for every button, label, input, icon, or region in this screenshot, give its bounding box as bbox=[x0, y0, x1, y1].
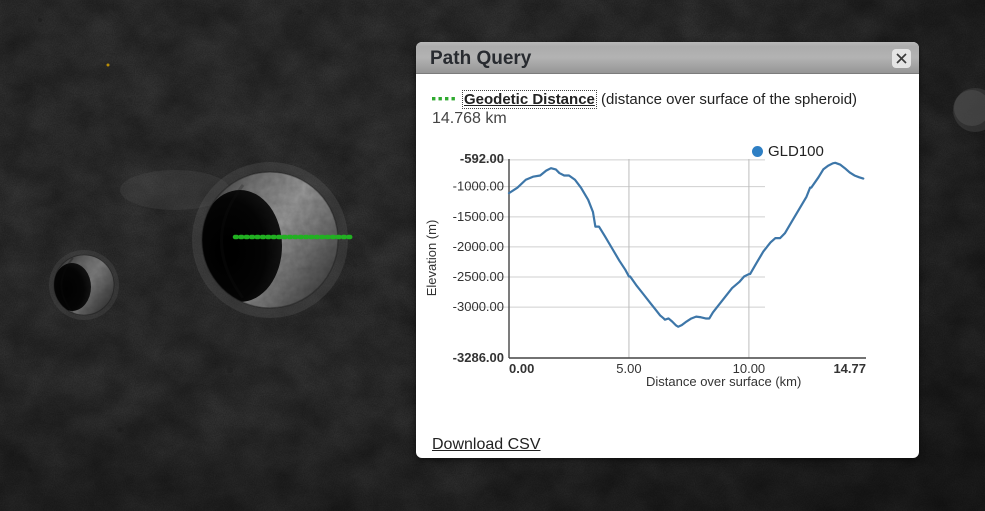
svg-text:-3000.00: -3000.00 bbox=[453, 299, 504, 314]
svg-text:14.77: 14.77 bbox=[833, 361, 866, 376]
svg-text:-592.00: -592.00 bbox=[460, 151, 504, 166]
svg-text:-3286.00: -3286.00 bbox=[453, 350, 504, 365]
svg-text:5.00: 5.00 bbox=[616, 361, 641, 376]
svg-text:0.00: 0.00 bbox=[509, 361, 534, 376]
svg-text:-2000.00: -2000.00 bbox=[453, 239, 504, 254]
svg-text:-2500.00: -2500.00 bbox=[453, 269, 504, 284]
svg-text:10.00: 10.00 bbox=[733, 361, 766, 376]
svg-text:-1500.00: -1500.00 bbox=[453, 209, 504, 224]
svg-text:-1000.00: -1000.00 bbox=[453, 179, 504, 194]
